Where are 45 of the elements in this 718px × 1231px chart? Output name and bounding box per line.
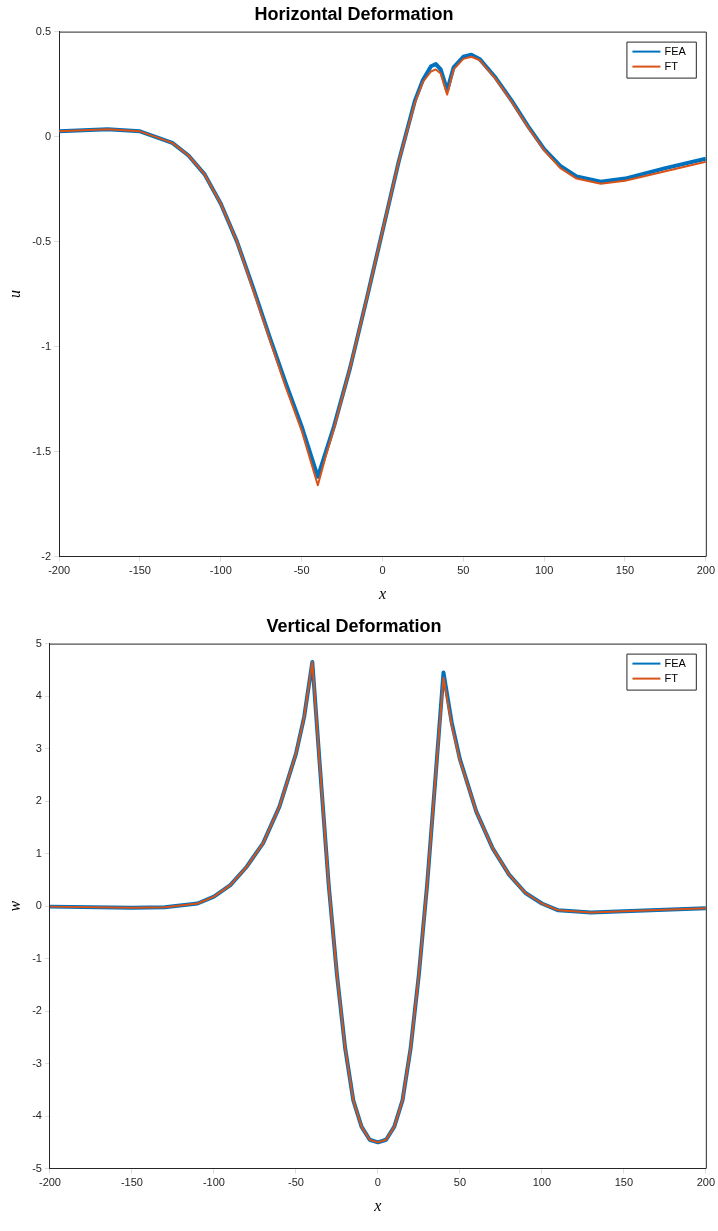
x-tick-label: 0 bbox=[379, 564, 386, 577]
legend-label: FEA bbox=[664, 44, 687, 57]
x-tick-label: 0 bbox=[374, 1176, 381, 1189]
y-tick-label: -5 bbox=[32, 1161, 42, 1174]
x-tick-label: -50 bbox=[287, 1176, 304, 1189]
y-tick-label: -1 bbox=[32, 951, 42, 964]
legend-label: FT bbox=[664, 59, 679, 72]
y-tick-label: 0 bbox=[35, 899, 42, 912]
y-tick-label: -2 bbox=[41, 549, 52, 562]
y-tick-label: 3 bbox=[35, 741, 42, 754]
y-tick-label: 0 bbox=[45, 129, 52, 142]
y-tick-label: 1 bbox=[35, 846, 42, 859]
legend-label: FEA bbox=[664, 656, 687, 669]
y-tick-label: -1.5 bbox=[32, 444, 52, 457]
y-tick-label: 0.5 bbox=[35, 24, 52, 37]
x-tick-label: 200 bbox=[696, 564, 715, 577]
y-tick-label: -1 bbox=[41, 339, 52, 352]
y-axis-title: u bbox=[5, 290, 23, 299]
x-tick-label: -200 bbox=[38, 1176, 61, 1189]
y-tick-label: -2 bbox=[32, 1004, 42, 1017]
y-tick-label: -0.5 bbox=[32, 234, 52, 247]
x-tick-label: -50 bbox=[293, 564, 310, 577]
y-tick-label: 5 bbox=[35, 636, 42, 649]
y-tick-label: 4 bbox=[35, 689, 42, 702]
legend-label: FT bbox=[664, 671, 679, 684]
x-tick-label: -100 bbox=[209, 564, 232, 577]
x-tick-label: -150 bbox=[120, 1176, 143, 1189]
x-tick-label: 100 bbox=[534, 564, 554, 577]
y-tick-label: 2 bbox=[35, 794, 42, 807]
x-axis-title: x bbox=[373, 1196, 382, 1214]
x-tick-label: -100 bbox=[202, 1176, 225, 1189]
y-axis-title: w bbox=[5, 900, 23, 912]
x-tick-label: 150 bbox=[615, 564, 635, 577]
x-tick-label: -200 bbox=[48, 564, 71, 577]
chart-title: Vertical Deformation bbox=[266, 615, 442, 636]
x-tick-label: 50 bbox=[457, 564, 470, 577]
y-tick-label: -4 bbox=[32, 1109, 42, 1122]
x-tick-label: 150 bbox=[614, 1176, 634, 1189]
x-tick-label: -150 bbox=[128, 564, 151, 577]
y-tick-label: -3 bbox=[32, 1056, 42, 1069]
chart-title: Horizontal Deformation bbox=[254, 3, 454, 24]
x-tick-label: 200 bbox=[696, 1176, 715, 1189]
x-tick-label: 50 bbox=[453, 1176, 467, 1189]
x-axis-title: x bbox=[377, 584, 387, 602]
x-tick-label: 100 bbox=[532, 1176, 552, 1189]
